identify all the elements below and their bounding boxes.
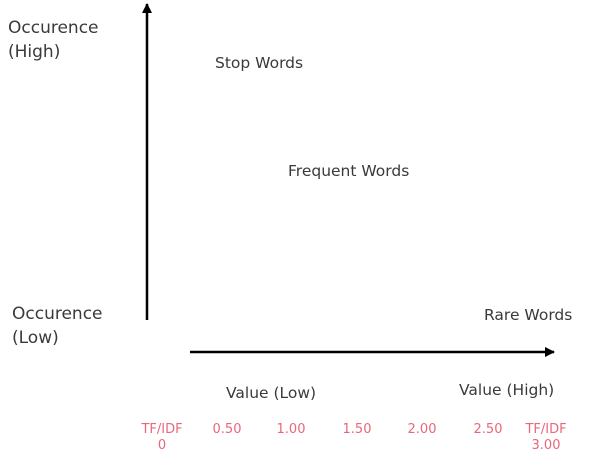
y-axis-low-label-line1: Occurence <box>12 304 103 324</box>
scale-tick-line1: TF/IDF <box>525 422 567 437</box>
scale-tick-line1: 1.50 <box>342 422 372 437</box>
y-axis-high-label-line1: Occurence <box>8 18 99 38</box>
y-axis-low-label: Occurence (Low) <box>12 302 103 350</box>
scale-tick-line2: 0 <box>157 438 167 453</box>
value-low-label: Value (Low) <box>226 384 317 402</box>
scale-tick: 1.00 <box>261 422 321 438</box>
scale-tick-line1: 1.00 <box>276 422 306 437</box>
y-axis-high-label: Occurence (High) <box>8 16 99 64</box>
scale-tick-line1: TF/IDF <box>141 422 183 437</box>
scale-tick: 2.50 <box>458 422 518 438</box>
scale-tick: 0.50 <box>197 422 257 438</box>
y-axis-high-label-line2: (High) <box>8 42 61 62</box>
scale-tick-line1: 2.50 <box>473 422 503 437</box>
y-axis-low-label-line2: (Low) <box>12 328 59 348</box>
scale-tick: TF/IDF 0 <box>132 422 192 454</box>
scale-tick-line2: 3.00 <box>531 438 561 453</box>
frequent-words-label: Frequent Words <box>288 162 410 180</box>
scale-tick: 1.50 <box>327 422 387 438</box>
rare-words-label: Rare Words <box>484 306 573 324</box>
stop-words-label: Stop Words <box>215 54 304 72</box>
scale-tick: TF/IDF 3.00 <box>516 422 576 454</box>
scale-tick-line1: 2.00 <box>407 422 437 437</box>
value-high-label: Value (High) <box>459 381 555 399</box>
scale-tick-line1: 0.50 <box>212 422 242 437</box>
scale-tick: 2.00 <box>392 422 452 438</box>
